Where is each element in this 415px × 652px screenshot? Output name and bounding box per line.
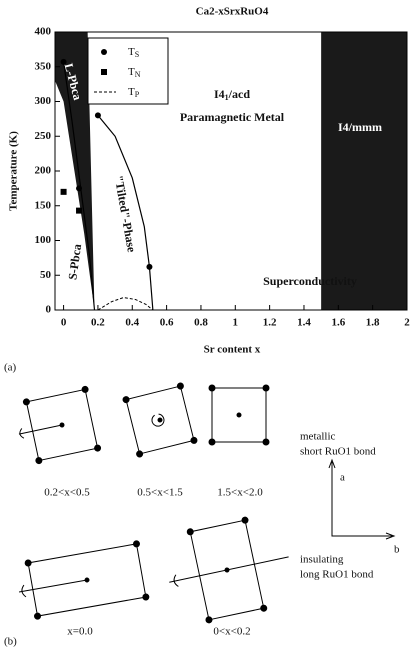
point (94, 112, 101, 119)
y-tick-label: 0 (46, 304, 52, 316)
metallic-label: short RuO1 bond (300, 446, 376, 458)
axis-b: b (394, 544, 400, 556)
y-tick-label: 300 (35, 95, 52, 107)
x-tick-label: 1.2 (263, 317, 277, 329)
x-tick-label: 1 (233, 317, 239, 329)
legend-marker (101, 49, 107, 55)
metallic-label: metallic (300, 431, 336, 443)
cell-label: 1.5<x<2.0 (217, 487, 263, 499)
point (146, 263, 153, 270)
cell-label: x=0.0 (67, 626, 93, 638)
legend: TS TN TP (87, 37, 169, 105)
annotation: Superconductivity (263, 274, 357, 288)
x-tick-label: 0 (61, 317, 67, 329)
cell-label: 0<x<0.2 (213, 626, 250, 638)
point (60, 58, 67, 65)
point (60, 188, 67, 195)
y-tick-label: 250 (35, 130, 52, 142)
x-tick-label: 1.6 (331, 317, 345, 329)
x-tick-label: 0.6 (160, 317, 174, 329)
x-tick-label: 0.4 (125, 317, 139, 329)
legend-marker (101, 69, 107, 75)
panel-label: (a) (4, 362, 17, 374)
insulating-label: insulating (300, 554, 344, 566)
x-tick-label: 1.4 (297, 317, 311, 329)
x-tick-label: 0.8 (194, 317, 208, 329)
panel-label: (b) (4, 636, 17, 648)
y-tick-label: 400 (35, 26, 52, 38)
legend-label: TS (128, 46, 139, 59)
y-tick-label: 50 (40, 269, 52, 281)
axis-a: a (340, 472, 345, 484)
annotation: Paramagnetic Metal (180, 110, 285, 124)
x-tick-label: 1.8 (366, 317, 380, 329)
x-axis-label: Sr content x (204, 344, 261, 356)
line (97, 296, 154, 311)
x-tick-label: 0.2 (91, 317, 105, 329)
annotation: S-Pbca (65, 243, 84, 281)
x-tick-label: 2 (404, 317, 410, 329)
phase-boundary (97, 115, 154, 311)
point (76, 207, 83, 214)
phase-region (55, 32, 95, 310)
y-tick-label: 100 (35, 234, 52, 246)
cell-label: 0.2<x<0.5 (44, 487, 90, 499)
point (76, 185, 83, 192)
annotation: I41/acd (214, 87, 250, 102)
chart-title: Ca2-xSrxRuO4 (196, 6, 269, 18)
y-axis-label: Temperature (K) (8, 131, 20, 211)
y-tick-label: 150 (35, 199, 52, 211)
y-tick-label: 200 (35, 165, 52, 177)
y-tick-label: 350 (35, 60, 52, 72)
phase-region (321, 32, 407, 310)
legend-label: TN (128, 66, 141, 79)
cell-label: 0.5<x<1.5 (137, 487, 183, 499)
annotation: I4/mmm (338, 120, 382, 134)
insulating-label: long RuO1 bond (300, 569, 374, 581)
diagram (18, 382, 396, 624)
legend-label: TP (128, 86, 140, 99)
